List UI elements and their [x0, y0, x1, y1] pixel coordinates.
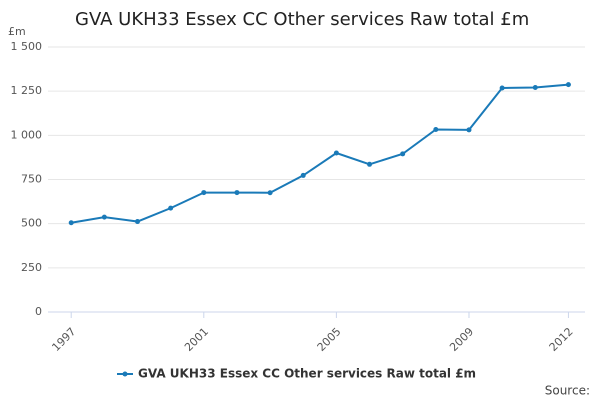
data-point	[499, 85, 505, 91]
x-tick-label: 2001	[182, 325, 211, 354]
x-tick-label: 1997	[49, 325, 78, 354]
data-point	[201, 190, 207, 196]
x-tick-label: 2005	[315, 325, 344, 354]
legend-marker	[122, 371, 128, 377]
y-tick-label: 1 500	[11, 40, 43, 53]
data-point	[300, 172, 306, 178]
data-point	[68, 220, 74, 226]
data-point	[466, 127, 472, 133]
data-point	[101, 214, 107, 220]
data-point	[267, 190, 273, 196]
data-point	[234, 190, 240, 196]
data-point	[565, 82, 571, 88]
source: Source:	[545, 384, 590, 398]
data-point	[135, 219, 140, 225]
y-tick-label: 250	[21, 261, 42, 274]
legend-label: GVA UKH33 Essex CC Other services Raw to…	[138, 367, 476, 381]
data-point	[168, 205, 174, 211]
chart-title: GVA UKH33 Essex CC Other services Raw to…	[75, 9, 529, 30]
data-line	[71, 83, 569, 224]
y-tick-label: 1 000	[11, 128, 43, 141]
y-tick-label: 750	[21, 173, 42, 186]
y-tick-label: 0	[35, 305, 42, 318]
x-tick-label: 2009	[447, 325, 476, 354]
data-point	[532, 84, 538, 90]
y-tick-label: 500	[21, 217, 42, 230]
data-point	[333, 150, 339, 156]
y-tick-label: 1 250	[11, 84, 43, 97]
data-point	[367, 161, 373, 167]
y-axis-label: £m	[8, 25, 26, 38]
x-tick-label: 2012	[547, 325, 576, 354]
data-point	[433, 127, 439, 133]
data-point	[400, 151, 406, 157]
